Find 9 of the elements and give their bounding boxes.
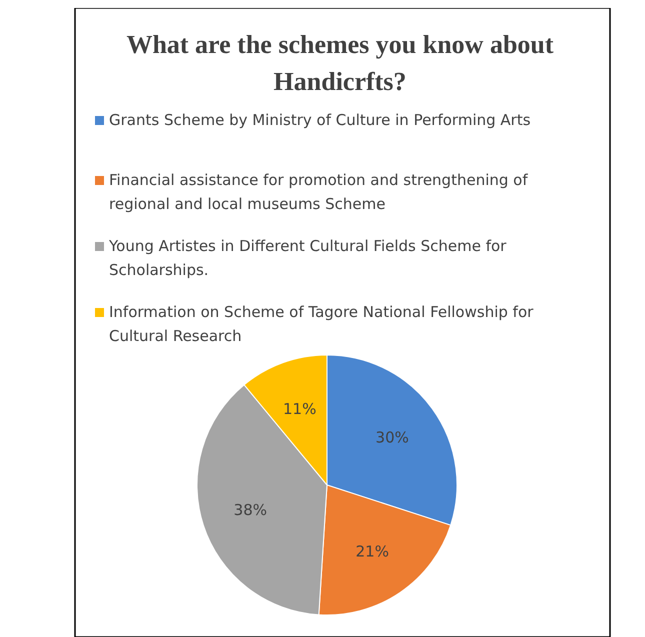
data-label: 38% — [234, 500, 268, 519]
legend-label: Financial assistance for promotion and strengthening of regional and local museums Scheme — [109, 171, 528, 213]
chart-title: What are the schemes you know about Handicrfts? — [126, 30, 554, 96]
legend-label: Information on Scheme of Tagore National Fellowship for Cultural Research — [109, 303, 534, 345]
data-label: 11% — [283, 400, 316, 418]
data-label: 30% — [376, 428, 409, 447]
legend-label: Grants Scheme by Ministry of Culture in Performing Arts — [109, 111, 531, 129]
legend-label: Young Artistes in Different Cultural Fields Scheme for Scholarships. — [108, 237, 508, 279]
data-label: 21% — [356, 542, 389, 561]
